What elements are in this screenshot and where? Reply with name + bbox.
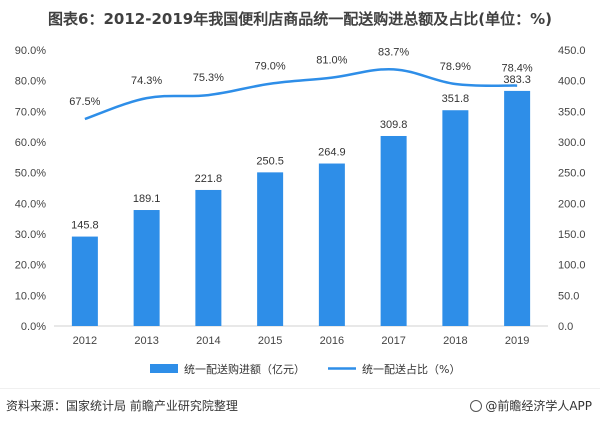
- x-axis-tick-label: 2015: [258, 335, 282, 347]
- footer: 资料来源：国家统计局 前瞻产业研究院整理 @前瞻经济学人APP: [0, 388, 600, 425]
- line-value-label: 81.0%: [316, 55, 347, 67]
- line-value-label: 78.9%: [440, 61, 471, 73]
- bar-value-label: 145.8: [71, 220, 99, 232]
- line-value-label: 74.3%: [131, 75, 162, 87]
- x-axis-tick-label: 2014: [196, 335, 220, 347]
- bar: [195, 189, 222, 326]
- right-axis-tick-label: 0.0: [558, 321, 573, 333]
- line-value-label: 78.4%: [502, 63, 533, 75]
- legend-bar-swatch: [150, 364, 178, 373]
- right-axis-tick-label: 50.0: [558, 290, 579, 302]
- brand-credit: @前瞻经济学人APP: [470, 397, 592, 414]
- right-axis-tick-label: 100.0: [558, 260, 586, 272]
- bar-value-label: 189.1: [133, 193, 161, 205]
- line-value-label: 67.5%: [69, 96, 100, 108]
- x-axis-tick-label: 2017: [381, 335, 405, 347]
- x-axis-tick-label: 2016: [320, 335, 344, 347]
- bar: [318, 163, 345, 326]
- line-value-label: 79.0%: [255, 61, 286, 73]
- x-axis-tick-label: 2019: [505, 335, 529, 347]
- bar: [442, 110, 469, 326]
- brand-logo-icon: [470, 400, 483, 412]
- bar-value-label: 383.3: [503, 74, 531, 86]
- right-axis-tick-label: 250.0: [558, 168, 586, 180]
- bar: [504, 90, 531, 326]
- bar: [133, 210, 160, 326]
- line-value-label: 83.7%: [378, 46, 409, 58]
- chart-title: 图表6：2012-2019年我国便利店商品统一配送购进总额及占比(单位：%): [48, 10, 552, 28]
- right-axis-tick-label: 150.0: [558, 229, 586, 241]
- x-axis-tick-label: 2012: [73, 335, 97, 347]
- bar: [71, 236, 98, 326]
- brand-text: @前瞻经济学人APP: [485, 399, 592, 413]
- left-axis-tick-label: 0.0%: [21, 321, 46, 333]
- left-axis-tick-label: 20.0%: [15, 260, 46, 272]
- x-axis-tick-label: 2018: [443, 335, 467, 347]
- right-axis-tick-label: 200.0: [558, 198, 586, 210]
- left-axis-tick-label: 70.0%: [15, 106, 46, 118]
- share-line: [84, 67, 518, 121]
- left-axis-tick-label: 40.0%: [15, 198, 46, 210]
- legend-bar-label: 统一配送购进额（亿元）: [184, 362, 305, 376]
- bar: [257, 172, 284, 326]
- right-axis-tick-label: 300.0: [558, 137, 586, 149]
- left-axis-tick-label: 10.0%: [15, 290, 46, 302]
- combo-chart: 0.0% 10.0% 20.0% 30.0% 40.0% 50.0% 60.0% 70.0% 8…: [15, 45, 586, 376]
- bar-value-label: 309.8: [380, 119, 408, 131]
- bar-value-label: 351.8: [442, 93, 470, 105]
- source-note: 资料来源：国家统计局 前瞻产业研究院整理: [6, 399, 238, 413]
- left-axis-tick-label: 50.0%: [15, 168, 46, 180]
- right-axis-tick-label: 450.0: [558, 45, 586, 57]
- right-axis-tick-label: 400.0: [558, 76, 586, 88]
- legend-line-label: 统一配送占比（%）: [362, 362, 460, 376]
- line-value-label: 75.3%: [193, 72, 224, 84]
- bar-value-label: 221.8: [195, 173, 223, 185]
- left-axis-tick-label: 80.0%: [15, 76, 46, 88]
- bar-value-label: 264.9: [318, 147, 346, 159]
- left-axis-tick-label: 30.0%: [15, 229, 46, 241]
- right-axis-tick-label: 350.0: [558, 106, 586, 118]
- left-axis-tick-label: 60.0%: [15, 137, 46, 149]
- x-axis-tick-label: 2013: [134, 335, 158, 347]
- bar-value-label: 250.5: [256, 155, 284, 167]
- bar: [380, 135, 407, 326]
- left-axis-tick-label: 90.0%: [15, 45, 46, 57]
